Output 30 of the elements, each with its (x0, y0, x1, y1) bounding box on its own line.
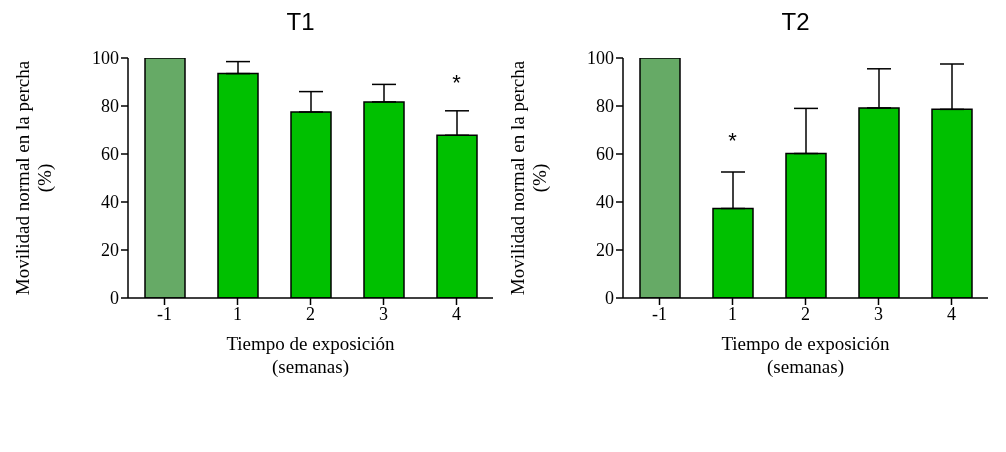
annotation: * (728, 128, 738, 154)
x-tick-label: -1 (652, 303, 667, 324)
y-tick-label: 100 (92, 48, 119, 69)
y-tick-label: 20 (101, 240, 119, 261)
annotation: * (452, 69, 462, 95)
y-tick-label: 0 (110, 288, 119, 309)
x-tick-label: 1 (233, 303, 242, 324)
x-tick-label: 3 (874, 303, 883, 324)
x-tick-label: 4 (452, 303, 461, 324)
y-tick-label: 60 (596, 144, 614, 165)
y-tick-label: 80 (101, 96, 119, 117)
y-tick-label: 100 (587, 48, 614, 69)
y-tick-label: 60 (101, 144, 119, 165)
chart-title: T1 (285, 8, 316, 37)
y-axis-title: Movilidad normal en la percha (%) (507, 60, 551, 296)
y-tick-label: 0 (605, 288, 614, 309)
x-tick-label: 2 (306, 303, 315, 324)
y-tick-label: 80 (596, 96, 614, 117)
y-tick-label: 20 (596, 240, 614, 261)
x-tick-label: 3 (379, 303, 388, 324)
y-tick-label: 40 (101, 192, 119, 213)
x-tick-label: 4 (947, 303, 956, 324)
x-tick-label: -1 (157, 303, 172, 324)
y-axis-title: Movilidad normal en la percha (%) (12, 60, 56, 296)
x-axis-title: Tiempo de exposición (semanas) (721, 333, 891, 378)
chart-title: T2 (780, 8, 811, 37)
x-tick-label: 2 (801, 303, 810, 324)
x-tick-label: 1 (728, 303, 737, 324)
y-tick-label: 40 (596, 192, 614, 213)
x-axis-title: Tiempo de exposición (semanas) (226, 333, 396, 378)
